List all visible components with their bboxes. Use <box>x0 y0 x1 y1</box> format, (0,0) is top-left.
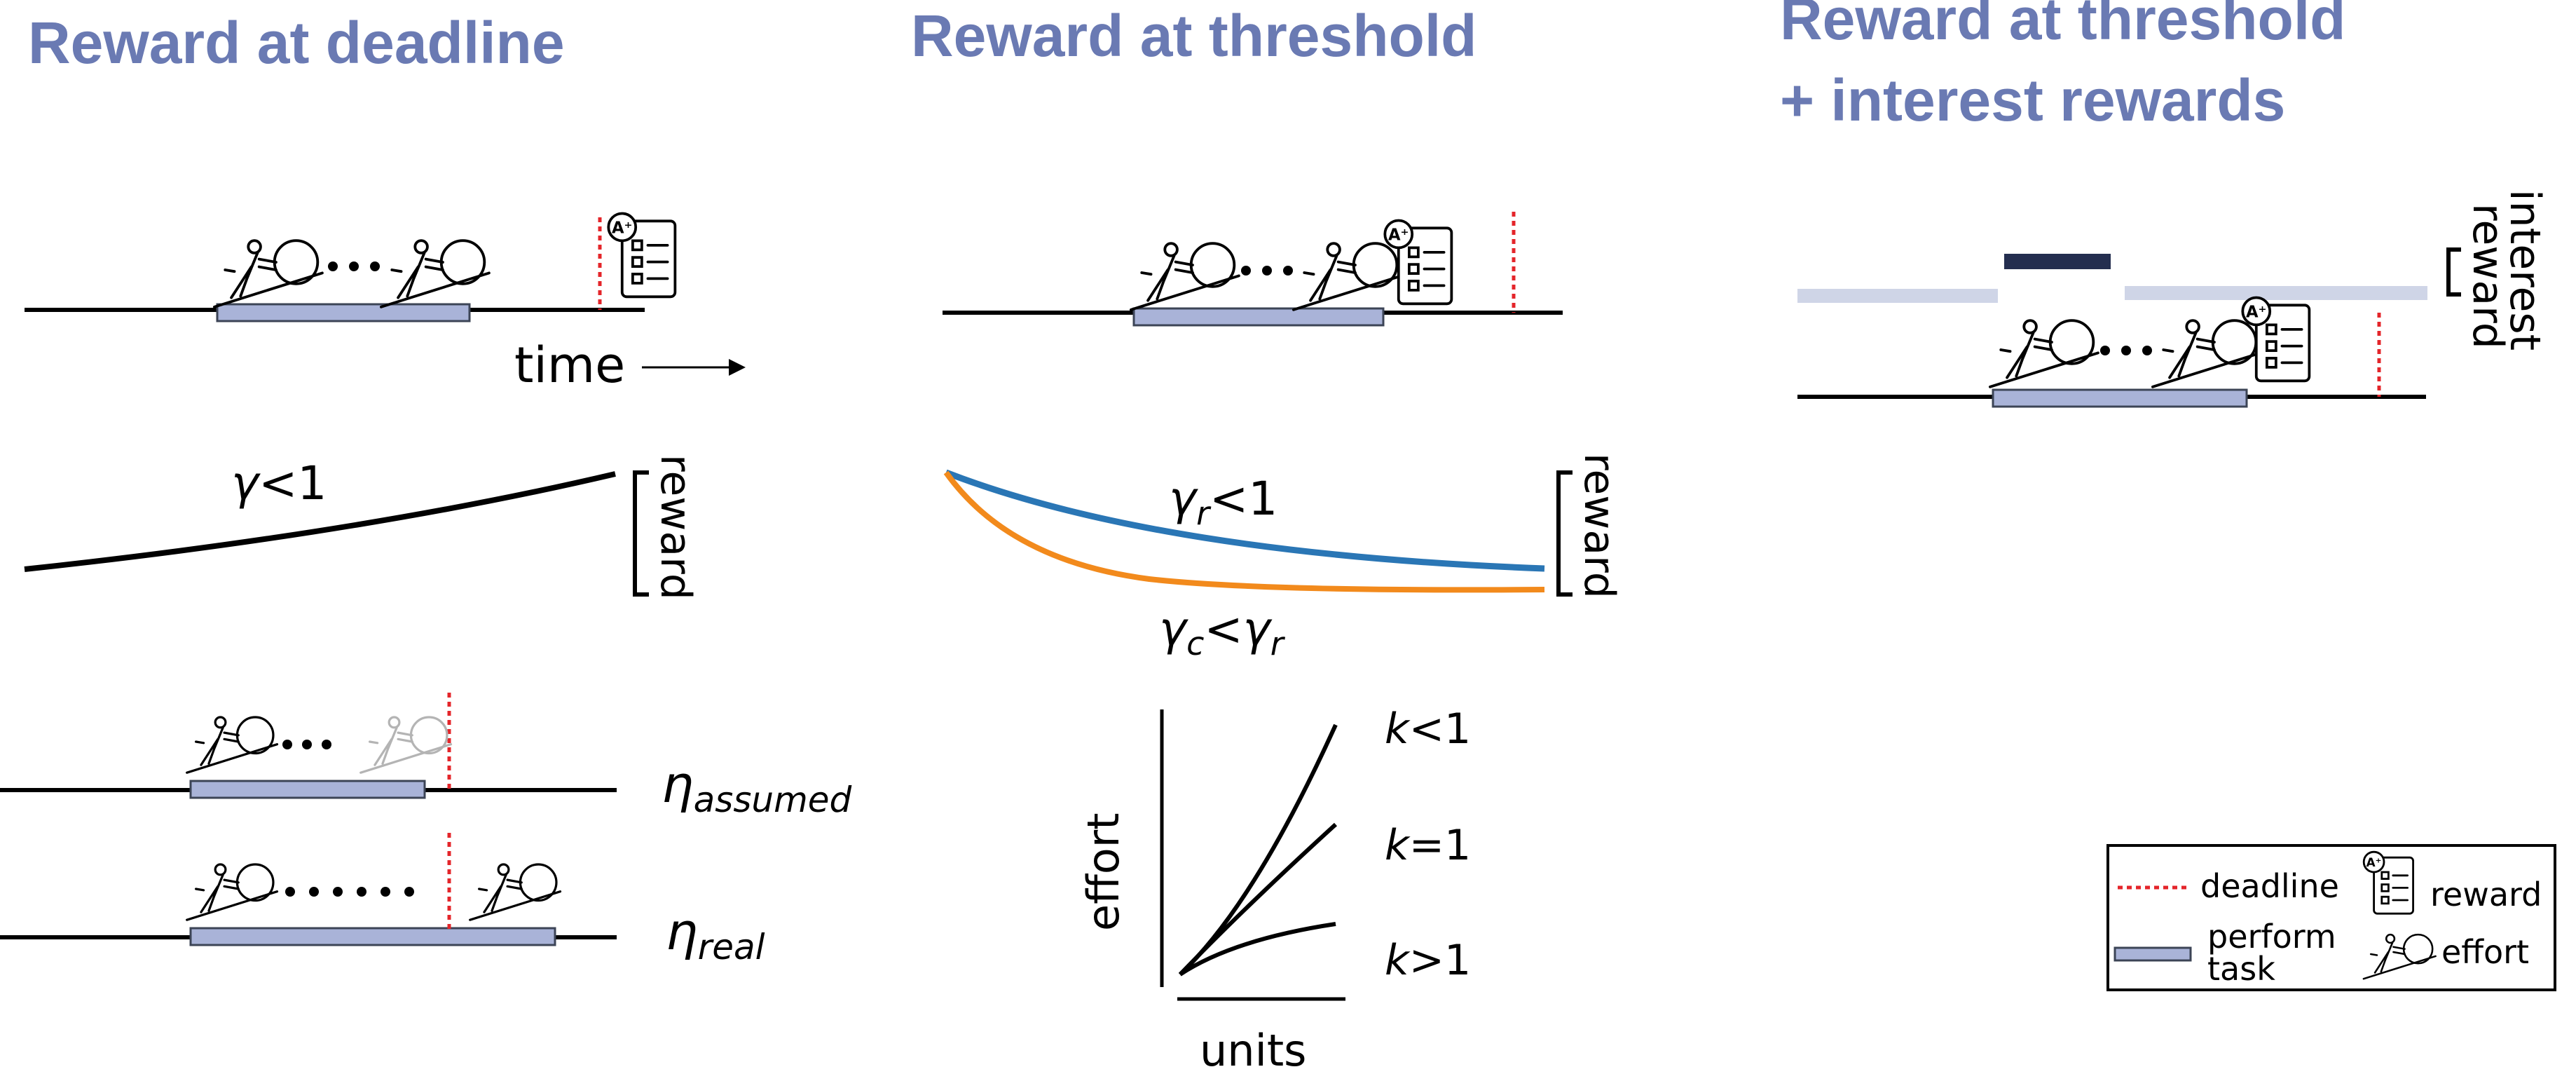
interest-axis-label: interest <box>2500 189 2549 351</box>
reward-document-icon <box>607 212 677 299</box>
legend-task-label: task <box>2207 950 2275 988</box>
gamma-r-label: γr<1 <box>1169 472 1277 532</box>
sisyphus-effort-icon <box>2151 319 2262 388</box>
sisyphus-effort-icon-faded <box>359 716 453 774</box>
sisyphus-effort-icon <box>379 239 491 308</box>
gamma-reward-curve <box>24 471 616 572</box>
panel3-title-line2: + interest rewards <box>1780 67 2285 133</box>
interest-reward-bars <box>1797 254 2427 303</box>
gamma-c-curve <box>943 470 1545 593</box>
legend-deadline-label: deadline <box>2200 867 2339 905</box>
legend-reward-label: reward <box>2430 876 2542 913</box>
panel1-title: Reward at deadline <box>28 10 565 76</box>
panel2-timeline <box>943 212 1563 327</box>
eta-real-timeline <box>0 833 617 946</box>
interest-reward-bracket <box>2446 247 2461 297</box>
reward-axis-label: reward <box>651 454 700 600</box>
sisyphus-effort-icon <box>212 239 324 308</box>
time-arrow <box>642 359 746 376</box>
k-less-1-curve <box>1178 723 1338 977</box>
legend-perform-label: perform <box>2207 918 2336 956</box>
reward-document-icon <box>1383 219 1453 306</box>
gamma-r-curve <box>945 469 1545 572</box>
reward-bracket <box>633 470 649 597</box>
sisyphus-effort-icon <box>186 716 279 774</box>
eta-assumed-timeline <box>0 693 617 799</box>
sisyphus-effort-icon <box>1988 319 2099 388</box>
sisyphus-effort-icon <box>1292 242 1403 311</box>
interest-low-bar <box>1797 289 1998 303</box>
k-greater-1-curve <box>1179 922 1336 977</box>
panel2-title: Reward at threshold <box>911 3 1477 69</box>
time-axis-label: time <box>514 337 625 394</box>
panel3-timeline <box>1797 296 2426 408</box>
eta-assumed-label: ηassumed <box>662 755 852 820</box>
reward-axis-label: reward <box>2463 203 2512 349</box>
gamma-label: γ<1 <box>231 456 327 510</box>
effort-axis-label: effort <box>1078 813 1129 931</box>
units-axis-label: units <box>1200 1025 1306 1074</box>
task-bar <box>216 303 471 322</box>
sisyphus-effort-icon <box>1129 242 1240 311</box>
interest-low-bar <box>2125 286 2427 300</box>
k-equal-1-curve <box>1178 822 1338 977</box>
k-less-1-label: k<1 <box>1385 705 1471 754</box>
legend: deadline reward perform task effort <box>2106 844 2556 991</box>
reward-axis-label: reward <box>1575 453 1624 599</box>
k-equal-1-label: k=1 <box>1385 821 1471 870</box>
panel1-timeline <box>25 212 677 322</box>
sisyphus-effort-icon <box>186 863 279 921</box>
interest-high-bar <box>2004 254 2111 269</box>
eta-real-label: ηreal <box>666 902 765 967</box>
legend-task-swatch <box>2113 946 2192 962</box>
panel3-title-line1: Reward at threshold <box>1780 0 2345 52</box>
legend-effort-label: effort <box>2441 933 2529 971</box>
gamma-c-label: γc<γr <box>1159 602 1286 662</box>
reward-bracket <box>1556 470 1573 597</box>
k-greater-1-label: k>1 <box>1385 936 1471 985</box>
sisyphus-effort-icon <box>469 863 562 921</box>
reward-document-icon <box>2241 296 2311 383</box>
effort-units-plot <box>1160 709 1345 1001</box>
